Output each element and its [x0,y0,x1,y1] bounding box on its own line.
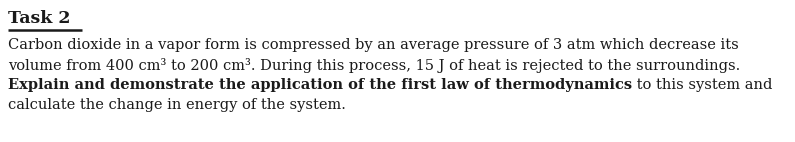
Text: volume from 400 cm³ to 200 cm³. During this process, 15 J of heat is rejected to: volume from 400 cm³ to 200 cm³. During t… [8,58,740,73]
Text: calculate the change in energy of the system.: calculate the change in energy of the sy… [8,98,346,112]
Text: Carbon dioxide in a vapor form is compressed by an average pressure of 3 atm whi: Carbon dioxide in a vapor form is compre… [8,38,739,52]
Text: Task 2: Task 2 [8,10,71,27]
Text: to this system and: to this system and [632,78,773,92]
Text: Explain and demonstrate the application of the first law of thermodynamics: Explain and demonstrate the application … [8,78,632,92]
